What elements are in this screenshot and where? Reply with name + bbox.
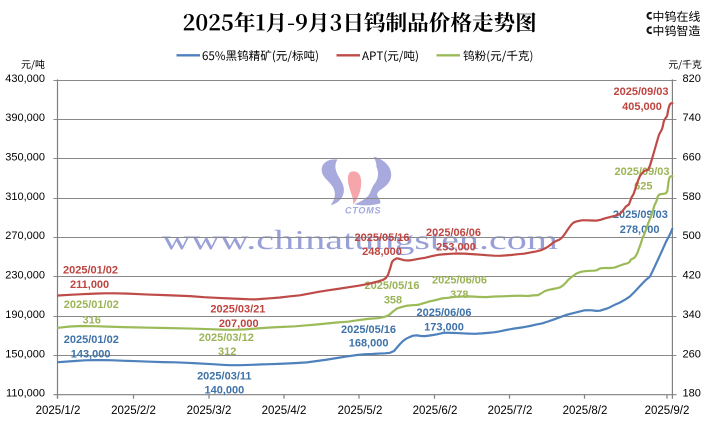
- svg-text:2025/5/2: 2025/5/2: [338, 405, 383, 417]
- svg-text:2025/8/2: 2025/8/2: [563, 405, 608, 417]
- svg-text:230,000: 230,000: [5, 270, 45, 282]
- svg-text:2025/03/21: 2025/03/21: [210, 304, 265, 316]
- svg-text:190,000: 190,000: [5, 309, 45, 321]
- svg-text:2025/01/02: 2025/01/02: [64, 334, 119, 346]
- svg-text:2025/05/16: 2025/05/16: [364, 280, 419, 292]
- svg-text:740: 740: [683, 112, 701, 124]
- svg-text:316: 316: [83, 314, 101, 326]
- svg-text:248,000: 248,000: [362, 246, 402, 258]
- svg-text:180: 180: [683, 388, 701, 400]
- svg-text:2025/01/02: 2025/01/02: [63, 264, 118, 276]
- svg-text:420: 420: [683, 270, 701, 282]
- svg-text:500: 500: [683, 230, 701, 242]
- svg-text:625: 625: [634, 181, 652, 193]
- svg-text:2025/06/06: 2025/06/06: [426, 227, 481, 239]
- svg-text:2025/9/2: 2025/9/2: [645, 405, 690, 417]
- svg-text:2025/3/2: 2025/3/2: [187, 405, 232, 417]
- svg-text:2025/03/11: 2025/03/11: [197, 371, 251, 383]
- svg-text:2025/03/12: 2025/03/12: [199, 332, 254, 344]
- svg-text:2025/4/2: 2025/4/2: [262, 405, 307, 417]
- svg-text:2025/09/03: 2025/09/03: [613, 209, 668, 221]
- svg-text:260: 260: [683, 348, 701, 360]
- svg-text:207,000: 207,000: [219, 318, 259, 330]
- svg-text:312: 312: [218, 346, 236, 358]
- svg-text:2025/06/06: 2025/06/06: [416, 307, 471, 319]
- svg-text:2025/05/16: 2025/05/16: [341, 324, 396, 336]
- svg-text:2025/09/03: 2025/09/03: [613, 86, 668, 98]
- svg-text:2025/06/06: 2025/06/06: [432, 275, 487, 287]
- svg-text:350,000: 350,000: [5, 152, 45, 164]
- svg-text:390,000: 390,000: [5, 112, 45, 124]
- svg-text:140,000: 140,000: [205, 385, 245, 397]
- svg-text:110,000: 110,000: [6, 388, 45, 400]
- svg-text:211,000: 211,000: [70, 279, 109, 291]
- svg-text:2025/01/02: 2025/01/02: [64, 299, 119, 311]
- svg-text:173,000: 173,000: [424, 321, 464, 333]
- svg-text:143,000: 143,000: [71, 348, 111, 360]
- svg-text:2025/6/2: 2025/6/2: [413, 405, 458, 417]
- svg-text:405,000: 405,000: [622, 101, 662, 113]
- svg-text:660: 660: [683, 152, 701, 164]
- svg-text:2025/7/2: 2025/7/2: [488, 405, 533, 417]
- svg-text:378: 378: [450, 289, 468, 301]
- svg-text:278,000: 278,000: [620, 224, 660, 236]
- svg-text:2025/05/16: 2025/05/16: [354, 232, 409, 244]
- svg-text:310,000: 310,000: [5, 191, 45, 203]
- svg-text:2025/1/2: 2025/1/2: [36, 405, 81, 417]
- svg-text:www.chinatungsten.com: www.chinatungsten.com: [162, 225, 558, 255]
- svg-text:430,000: 430,000: [5, 73, 45, 85]
- svg-text:820: 820: [683, 73, 701, 85]
- svg-text:270,000: 270,000: [5, 230, 45, 242]
- svg-text:580: 580: [683, 191, 701, 203]
- svg-text:150,000: 150,000: [5, 348, 45, 360]
- svg-text:168,000: 168,000: [349, 337, 389, 349]
- svg-text:2025/2/2: 2025/2/2: [111, 405, 156, 417]
- svg-text:253,000: 253,000: [436, 241, 476, 253]
- svg-text:358: 358: [384, 295, 402, 307]
- svg-text:340: 340: [683, 309, 701, 321]
- svg-text:CTOMS: CTOMS: [345, 206, 381, 216]
